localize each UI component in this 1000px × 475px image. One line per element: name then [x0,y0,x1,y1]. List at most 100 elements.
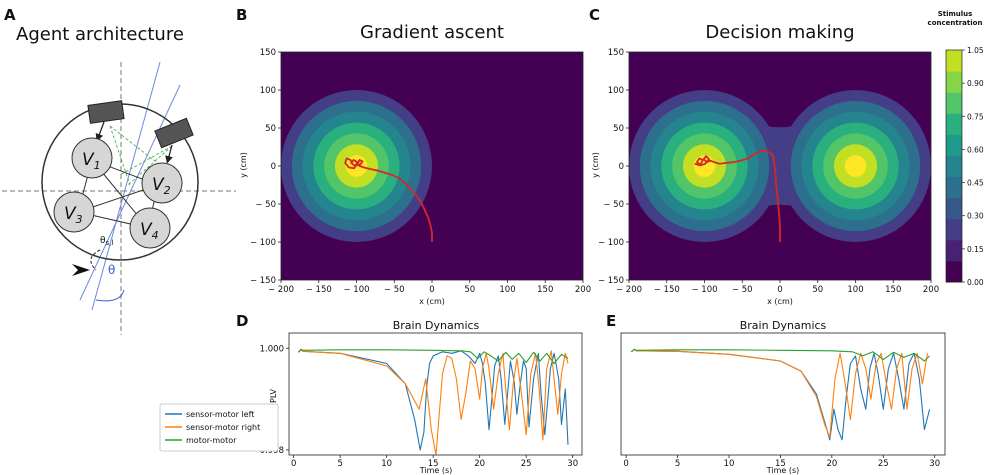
y-tick-label: − 50 [255,200,276,210]
x-tick-label: 20 [826,459,837,469]
x-tick-label: − 100 [343,285,369,295]
node-v4: V4 [129,207,171,249]
panel-b-xlabel: x (cm) [419,297,445,306]
panel-b: B Gradient ascent − 200− 150− 100− 50 0 50… [236,6,591,306]
node-subscript: 3 [76,213,83,226]
x-tick-label: 50 [812,285,823,295]
x-tick-label: 5 [337,459,342,469]
x-tick-label: 100 [499,285,515,295]
node-v2: V2 [141,162,183,204]
panel-c-axes: − 200− 150− 100− 50 0 50 100 150 200150100500… [598,48,939,295]
x-tick-label: 10 [724,459,735,469]
panel-b-axes: − 200− 150− 100− 50 0 50 100 150 200150100500… [250,48,591,295]
series-line-motor-motor [630,348,930,362]
x-tick-label: 10 [381,459,392,469]
panel-b-heatmap [281,52,583,280]
colorbar-segment [946,197,962,220]
panel-d: D Brain Dynamics 0510152025301.0000.998 … [159,312,583,475]
y-tick-label: 100 [608,86,624,96]
panel-a: A Agent architecture [2,6,236,335]
panel-letter-b: B [236,6,247,24]
colorbar-segment [946,50,962,72]
panel-d-title: Brain Dynamics [393,319,480,332]
x-tick-label: 50 [464,285,475,295]
x-tick-label: 5 [675,459,680,469]
y-tick-label: 1.000 [260,344,284,354]
theta-label: θ [108,263,115,277]
colorbar-segment [946,155,962,178]
y-tick-label: 50 [265,124,276,134]
panel-b-ylabel: y (cm) [239,152,248,178]
x-tick-label: − 200 [268,285,294,295]
colorbar-tick-label: 0.00 [967,278,984,287]
colorbar-tick-label: 0.75 [967,112,984,121]
panel-c-heatmap [629,52,931,280]
panel-b-trajectory [344,157,433,242]
colorbar-segment [946,71,962,93]
y-tick-label: 0 [271,162,276,172]
x-tick-label: − 50 [732,285,753,295]
node-label: V [82,150,95,170]
y-tick-label: − 150 [598,276,624,286]
x-tick-label: 150 [537,285,553,295]
x-tick-label: 15 [775,459,786,469]
x-tick-label: 15 [428,459,439,469]
x-tick-label: 20 [474,459,485,469]
plot-frame [620,332,946,456]
panel-c-xlabel: x (cm) [767,297,793,306]
colorbar-frame [945,49,963,283]
x-tick-label: 30 [567,459,578,469]
x-tick-label: 0 [291,459,296,469]
panel-c: C Decision making − 200− 150− 100− 50 0 50… [589,6,984,306]
agent-trajectory [344,157,433,242]
x-tick-label: 200 [923,285,939,295]
panel-letter-c: C [589,6,600,24]
series-line-sensor-motor-right [630,348,929,438]
node-subscript: 2 [164,184,171,197]
legend-label-left: sensor-motor left [186,410,254,419]
x-tick-label: − 100 [691,285,717,295]
x-tick-label: − 150 [654,285,680,295]
x-tick-label: − 200 [616,285,642,295]
colorbar-tick-label: 0.15 [967,245,984,254]
panel-e-xlabel: Time (s) [766,466,800,475]
node-label: V [64,204,77,224]
colorbar-tick-label: 0.60 [967,145,984,154]
colorbar-segment [946,92,962,114]
colorbar-title-line1: Stimulus [938,10,973,18]
colorbar-segment [946,260,962,283]
left-sensor [87,100,125,124]
panel-d-xlabel: Time (s) [419,466,453,475]
legend: sensor-motor left sensor-motor right mot… [159,403,279,452]
legend-label-motor: motor-motor [186,436,237,445]
y-tick-label: 0 [619,162,624,172]
colorbar-segment [946,134,962,156]
panel-letter-d: D [236,312,248,330]
x-tick-label: 200 [575,285,591,295]
y-tick-label: − 100 [598,238,624,248]
colorbar-segment [946,113,962,135]
sensor-cones [109,125,173,186]
node-label: V [152,175,165,195]
y-tick-label: − 150 [250,276,276,286]
colorbar-tick-label: 1.05 [967,46,984,55]
node-v1: V1 [71,137,113,179]
y-tick-label: − 50 [603,200,624,210]
y-tick-label: 150 [608,48,624,58]
colorbar-segment [946,218,962,241]
right-sensor [154,117,194,149]
series-line-sensor-motor-left [630,348,931,441]
svg-text:V4: V4 [140,220,159,242]
panel-d-ylabel: PLV [269,389,278,403]
y-tick-label: 150 [260,48,276,58]
colorbar-tick-label: 0.30 [967,212,984,221]
heading-line [91,61,161,311]
panel-e: E Brain Dynamics 0 5 10 15 20 25 30 Time (s) [606,312,946,475]
x-tick-label: − 50 [384,285,405,295]
x-tick-label: 25 [521,459,532,469]
x-tick-label: 100 [847,285,863,295]
x-tick-label: 25 [878,459,889,469]
panel-c-trajectory [694,149,781,242]
